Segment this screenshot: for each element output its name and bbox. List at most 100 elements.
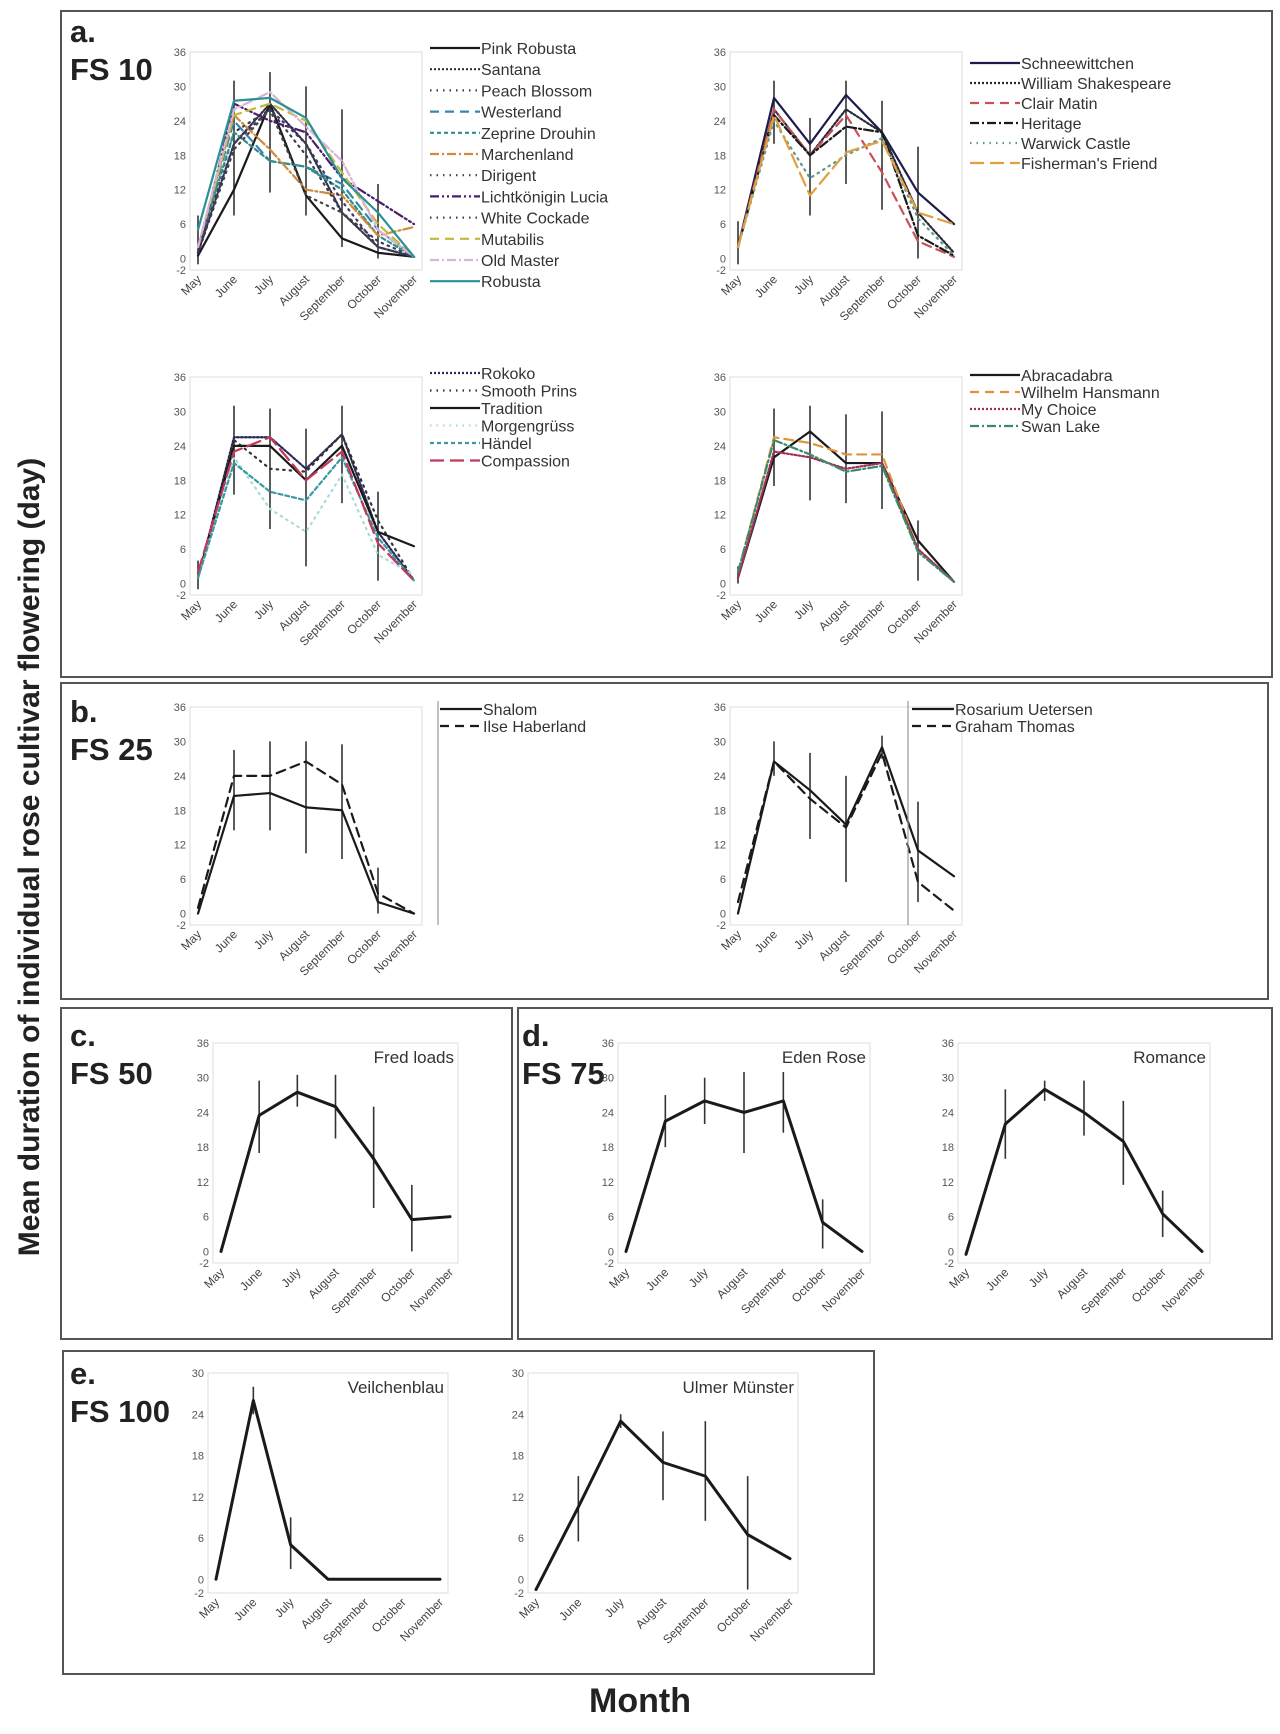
- y-tick-label: -2: [176, 265, 186, 277]
- y-tick-label: 0: [180, 579, 186, 591]
- legend-label: White Cockade: [481, 211, 590, 228]
- y-tick-label: 36: [174, 47, 186, 59]
- legend-label: Morgengrüss: [481, 419, 574, 436]
- legend-label: Marchenland: [481, 147, 574, 164]
- plot-area: [729, 376, 963, 596]
- panel-b-group: FS 25: [70, 732, 153, 767]
- panel-e-frame: [62, 1350, 875, 1675]
- series-line: [196, 436, 416, 582]
- y-tick-label: 12: [714, 840, 726, 852]
- x-tick-label: June: [212, 272, 241, 301]
- legend-label: Shalom: [483, 702, 537, 719]
- legend-label: Robusta: [481, 274, 541, 291]
- y-tick-label: 18: [714, 805, 726, 817]
- series-line: [196, 102, 416, 258]
- y-tick-label: 12: [714, 185, 726, 197]
- series-line: [736, 751, 956, 912]
- plot-area: [729, 51, 963, 271]
- x-tick-label: July: [251, 272, 276, 297]
- x-tick-label: August: [714, 1265, 751, 1302]
- y-tick-label: 0: [198, 1574, 204, 1586]
- series-line: [736, 114, 956, 257]
- legend-label: Warwick Castle: [1021, 136, 1131, 153]
- y-tick-label: 30: [714, 81, 726, 93]
- x-tick-label: October: [714, 1595, 754, 1635]
- y-tick-label: 6: [180, 219, 186, 231]
- y-tick-label: 24: [602, 1107, 614, 1119]
- series-line: [196, 456, 416, 582]
- series-line: [736, 430, 956, 583]
- legend-label: Swan Lake: [1021, 419, 1100, 436]
- x-tick-label: June: [983, 1265, 1012, 1294]
- series-line: [219, 1090, 452, 1253]
- y-tick-label: 6: [518, 1533, 524, 1545]
- series-line: [196, 102, 416, 258]
- x-tick-label: June: [752, 272, 781, 301]
- y-tick-label: 24: [942, 1107, 954, 1119]
- chart-title: Romance: [1133, 1048, 1206, 1067]
- y-tick-label: 30: [942, 1073, 954, 1085]
- x-tick-label: June: [212, 927, 241, 956]
- y-tick-label: 6: [180, 544, 186, 556]
- y-tick-label: -2: [604, 1258, 614, 1270]
- x-tick-label: July: [278, 1265, 303, 1290]
- x-tick-label: August: [298, 1595, 335, 1632]
- x-tick-label: August: [1054, 1265, 1091, 1302]
- series-line: [214, 1399, 442, 1581]
- y-tick-label: 24: [714, 441, 726, 453]
- series-line: [196, 108, 416, 258]
- series-line: [736, 93, 956, 249]
- panel-c-frame: [60, 1007, 513, 1340]
- x-tick-label: July: [251, 927, 276, 952]
- panel-e-group: FS 100: [70, 1394, 170, 1429]
- legend-label: Dirigent: [481, 168, 537, 185]
- plot-area: [189, 51, 423, 271]
- y-tick-label: 0: [720, 254, 726, 266]
- series-line: [196, 791, 416, 915]
- y-tick-label: 6: [948, 1212, 954, 1224]
- panel-b-letter: b.: [70, 694, 98, 729]
- legend-label: Lichtkönigin Lucia: [481, 189, 608, 206]
- y-tick-label: 30: [197, 1073, 209, 1085]
- y-tick-label: 36: [714, 702, 726, 714]
- plot-area: [957, 1042, 1211, 1264]
- x-tick-label: June: [231, 1595, 260, 1624]
- y-tick-label: 6: [198, 1533, 204, 1545]
- y-tick-label: 18: [174, 150, 186, 162]
- y-tick-label: 0: [720, 909, 726, 921]
- panel-a-letter: a.: [70, 14, 96, 49]
- series-line: [964, 1087, 1204, 1256]
- x-tick-label: July: [272, 1595, 297, 1620]
- x-tick-label: July: [1026, 1265, 1051, 1290]
- x-tick-label: June: [752, 597, 781, 626]
- legend-label: Fisherman's Friend: [1021, 156, 1157, 173]
- y-tick-label: 24: [192, 1409, 204, 1421]
- y-tick-label: 6: [180, 874, 186, 886]
- y-tick-label: 6: [720, 874, 726, 886]
- y-axis-label: Mean duration of individual rose cultiva…: [13, 457, 46, 1257]
- y-tick-label: 18: [602, 1142, 614, 1154]
- series-line: [534, 1419, 792, 1592]
- legend-label: Peach Blossom: [481, 83, 592, 100]
- y-tick-label: 12: [942, 1177, 954, 1189]
- plot-area: [189, 706, 423, 926]
- x-tick-label: July: [791, 272, 816, 297]
- y-tick-label: 12: [174, 840, 186, 852]
- y-tick-label: 36: [602, 1038, 614, 1050]
- y-tick-label: 18: [192, 1451, 204, 1463]
- y-tick-label: 24: [197, 1107, 209, 1119]
- y-tick-label: 18: [197, 1142, 209, 1154]
- x-tick-label: June: [237, 1265, 266, 1294]
- series-line: [736, 450, 956, 583]
- y-tick-label: 0: [948, 1246, 954, 1258]
- x-tick-label: June: [643, 1265, 672, 1294]
- y-tick-label: 18: [714, 475, 726, 487]
- plot-area: [729, 706, 963, 926]
- series-line: [196, 91, 416, 258]
- panel-c-group: FS 50: [70, 1056, 153, 1091]
- legend-label: Tradition: [481, 401, 543, 418]
- y-tick-label: 30: [714, 406, 726, 418]
